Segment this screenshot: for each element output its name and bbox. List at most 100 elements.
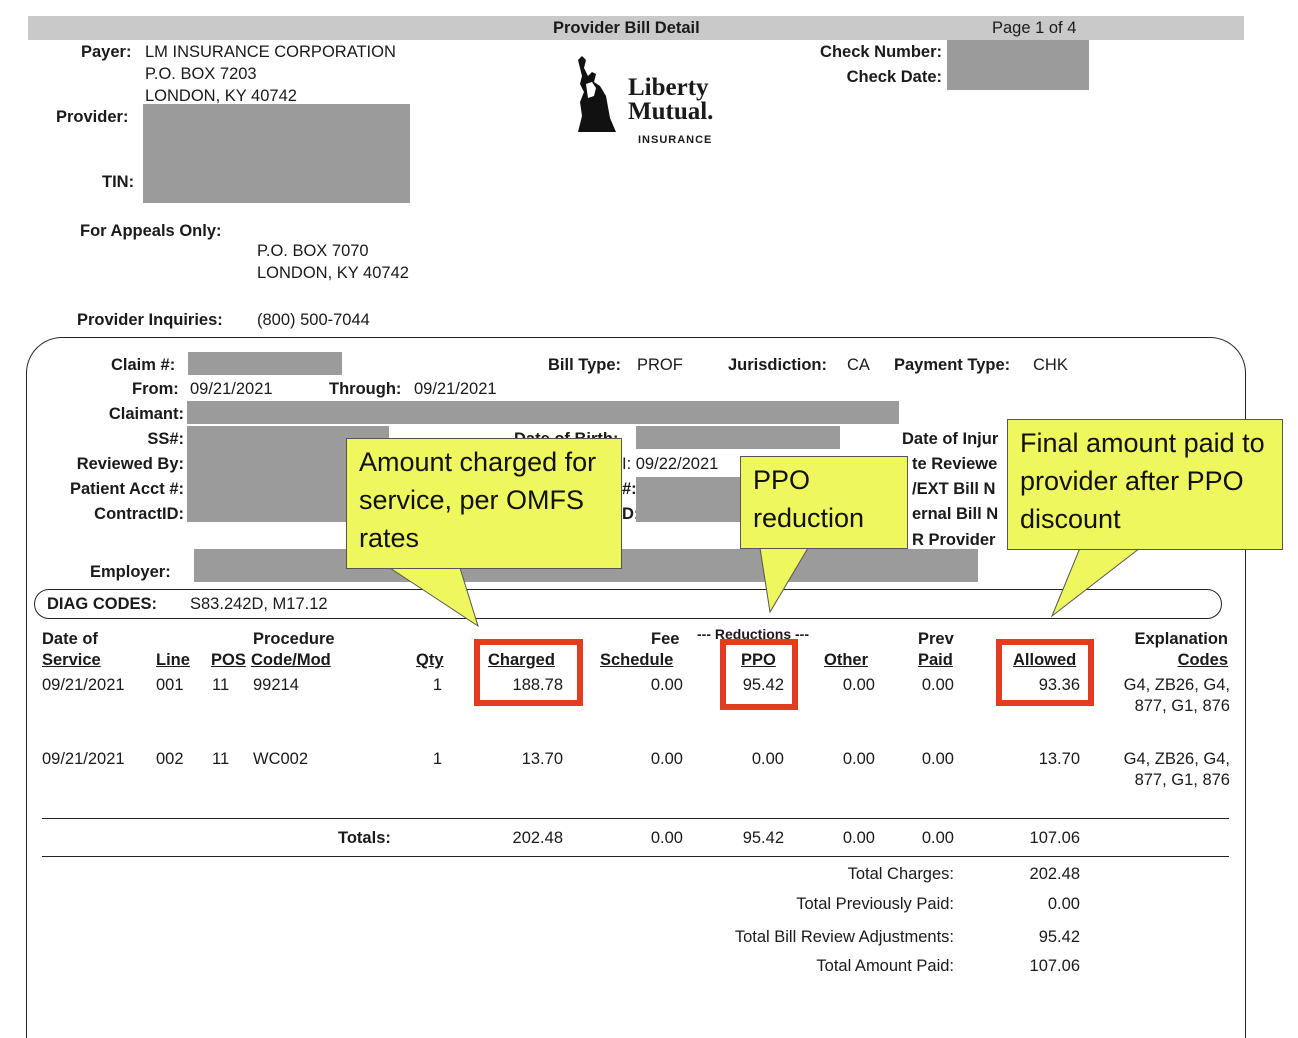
diag-codes: S83.242D, M17.12: [190, 595, 328, 613]
allowed-highlight: [996, 639, 1094, 706]
totals-allowed: 107.06: [1029, 829, 1080, 847]
from-value: 09/21/2021: [190, 380, 273, 398]
page-number: Page 1 of 4: [992, 19, 1077, 37]
row-pos: 11: [212, 750, 230, 768]
row-charged: 13.70: [521, 750, 563, 768]
row-ppo: 95.42: [742, 676, 784, 694]
header-explanation-top: Explanation: [1134, 630, 1228, 648]
row-explanation-2: 877, G1, 876: [1134, 771, 1230, 789]
claim-redaction: [188, 352, 342, 375]
employer-label: Employer:: [90, 563, 171, 581]
dob-redaction: [636, 426, 840, 449]
payer-label: Payer:: [81, 43, 132, 61]
mid-date-partial: I: 09/22/2021: [622, 455, 719, 473]
provider-redaction: [143, 104, 410, 203]
row-explanation-1: G4, ZB26, G4,: [1123, 750, 1230, 768]
row-pos: 11: [212, 676, 230, 694]
header-ppo: PPO: [741, 651, 776, 669]
totals-prev: 0.00: [921, 829, 954, 847]
row-date: 09/21/2021: [42, 676, 125, 694]
row-qty: 1: [432, 750, 442, 768]
payment-type-value: CHK: [1033, 356, 1068, 374]
row-date: 09/21/2021: [42, 750, 125, 768]
header-pos: POS: [211, 651, 246, 669]
callout-pointers: [388, 547, 1142, 628]
internal-bill-label-partial: ernal Bill N: [912, 505, 999, 523]
ss-label: SS#:: [147, 430, 184, 448]
header-allowed: Allowed: [1013, 651, 1077, 669]
inquiries-phone: (800) 500-7044: [257, 311, 370, 329]
totals-charged: 202.48: [512, 829, 563, 847]
appeals-address-1: P.O. BOX 7070: [257, 242, 369, 260]
diag-label: DIAG CODES:: [47, 595, 158, 613]
appeals-address-2: LONDON, KY 40742: [257, 264, 409, 282]
header-procedure-top: Procedure: [253, 630, 335, 648]
row-prev: 0.00: [921, 676, 954, 694]
bill-type-label: Bill Type:: [548, 356, 622, 374]
mid-hash-partial: #:: [622, 480, 637, 498]
row-fee: 0.00: [650, 676, 683, 694]
through-value: 09/21/2021: [414, 380, 497, 398]
row-explanation-2: 877, G1, 876: [1134, 697, 1230, 715]
row-code: 99214: [253, 676, 299, 694]
jurisdiction-value: CA: [847, 356, 870, 374]
row-allowed: 13.70: [1038, 750, 1080, 768]
ppo-callout: PPO reduction: [740, 456, 908, 549]
charged-callout: Amount charged for service, per OMFS rat…: [346, 438, 622, 569]
payment-type-label: Payment Type:: [894, 356, 1011, 374]
from-label: From:: [132, 380, 179, 398]
summary-prev-paid-label: Total Previously Paid:: [796, 895, 954, 913]
logo-mutual: Mutual.: [628, 98, 714, 125]
row-other: 0.00: [842, 750, 875, 768]
header-reductions: --- Reductions ---: [697, 626, 809, 642]
through-label: Through:: [329, 380, 402, 398]
row-ppo: 0.00: [751, 750, 784, 768]
header-fee: Schedule: [600, 651, 674, 669]
patient-acct-label: Patient Acct #:: [69, 480, 184, 498]
check-number-label: Check Number:: [820, 43, 942, 61]
payer-name: LM INSURANCE CORPORATION: [145, 43, 396, 61]
liberty-mutual-logo: Liberty Mutual. INSURANCE: [566, 56, 736, 152]
check-redaction: [947, 40, 1089, 90]
row-charged: 188.78: [512, 676, 563, 694]
diag-codes-box: [34, 589, 1222, 619]
payer-address-2: LONDON, KY 40742: [145, 87, 297, 105]
header-fee-top: Fee: [651, 630, 680, 648]
summary-adjustments-label: Total Bill Review Adjustments:: [734, 928, 954, 946]
row-code: WC002: [253, 750, 309, 768]
statue-of-liberty-icon: [578, 56, 616, 132]
review-label-partial: te Reviewe: [912, 455, 998, 473]
claimant-redaction: [187, 401, 899, 424]
charged-highlight: [474, 639, 583, 706]
header-explanation: Codes: [1177, 651, 1228, 669]
totals-label: Totals:: [338, 829, 391, 847]
mid-d-partial: D:: [622, 505, 640, 523]
header-line: Line: [156, 651, 190, 669]
header-qty: Qty: [416, 651, 444, 669]
row-fee: 0.00: [650, 750, 683, 768]
payer-address-1: P.O. BOX 7203: [145, 65, 257, 83]
row-other: 0.00: [842, 676, 875, 694]
row-line: 001: [156, 676, 184, 694]
header-bar: [28, 16, 1244, 40]
jurisdiction-label: Jurisdiction:: [728, 356, 828, 374]
bill-type-value: PROF: [637, 356, 683, 374]
contract-label: ContractID:: [94, 505, 184, 523]
claimant-label: Claimant:: [108, 405, 184, 423]
header-prev-top: Prev: [918, 630, 954, 648]
totals-ppo: 95.42: [742, 829, 784, 847]
header-other: Other: [824, 651, 869, 669]
row-line: 002: [156, 750, 184, 768]
logo-insurance: INSURANCE: [638, 134, 713, 146]
mid-redaction: [636, 477, 740, 522]
totals-fee: 0.00: [650, 829, 683, 847]
provider-label: Provider:: [56, 108, 129, 126]
row-explanation-1: G4, ZB26, G4,: [1123, 676, 1230, 694]
summary-charges-value: 202.48: [1029, 865, 1080, 883]
ext-bill-label-partial: /EXT Bill N: [912, 480, 996, 498]
summary-adjustments-value: 95.42: [1038, 928, 1080, 946]
summary-charges-label: Total Charges:: [847, 865, 954, 883]
totals-top-rule: [42, 818, 1229, 819]
provider-label-partial: R Provider: [912, 531, 996, 549]
check-date-label: Check Date:: [846, 68, 942, 86]
